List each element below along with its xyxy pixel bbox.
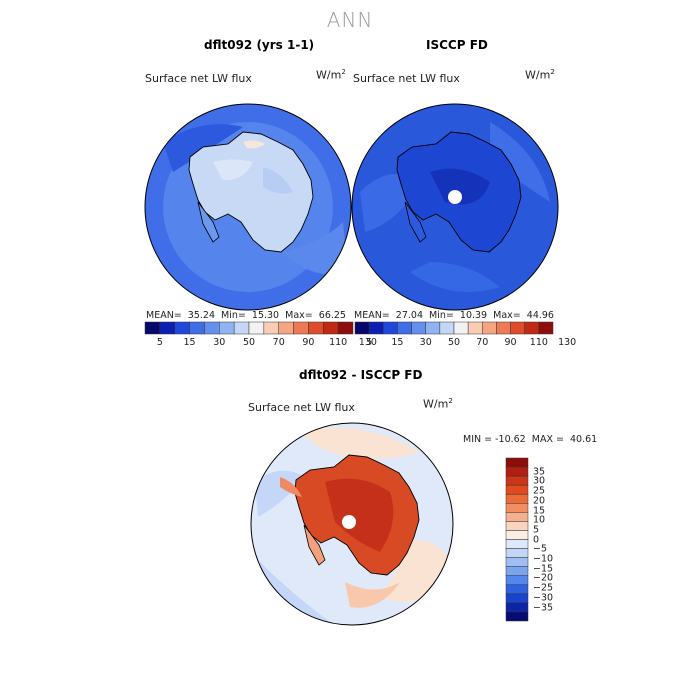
- colorbar-tick-label: 15: [183, 337, 196, 348]
- colorbar-bottom: [505, 457, 529, 622]
- colorbar-tick-label: 5: [156, 337, 163, 348]
- colorbar-swatch: [439, 321, 455, 335]
- colorbar-tick-label: 15: [391, 337, 404, 348]
- colorbar-swatch: [425, 321, 441, 335]
- colorbar-swatch: [219, 321, 235, 335]
- colorbar-top-left: [144, 321, 354, 335]
- colorbar-swatch: [505, 530, 529, 540]
- colorbar-tick-label: 25: [533, 485, 546, 497]
- colorbar-tick-label: 0: [533, 534, 540, 546]
- colorbar-tick-label: 20: [533, 495, 546, 507]
- colorbar-tick-label: 35: [533, 466, 546, 478]
- colorbar-swatch: [505, 602, 529, 613]
- colorbar-tick-label: 5: [366, 337, 373, 348]
- colorbar-swatch: [496, 321, 511, 335]
- panel-title-model: dflt092 (yrs 1-1): [204, 38, 315, 52]
- colorbar-swatch: [467, 321, 483, 335]
- colorbar-tick-label: 50: [242, 337, 256, 348]
- colorbar-tick-label: 30: [213, 337, 226, 348]
- colorbar-swatch: [278, 321, 294, 335]
- colorbar-swatch: [505, 566, 529, 576]
- colorbar-swatch: [505, 584, 529, 595]
- colorbar-tick-label: −5: [533, 543, 548, 555]
- panel-title-diff: dflt092 - ISCCP FD: [299, 368, 423, 382]
- colorbar-tick-label: 5: [533, 524, 540, 536]
- colorbar-swatch: [174, 321, 190, 335]
- colorbar-swatch: [505, 475, 529, 486]
- colorbar-swatch: [411, 321, 426, 335]
- field-label-diff: Surface net LW flux: [248, 401, 355, 414]
- colorbar-tick-label: 130: [558, 337, 577, 348]
- colorbar-swatch: [204, 321, 220, 335]
- map-obs: [351, 103, 559, 311]
- colorbar-swatch: [397, 321, 412, 335]
- colorbar-swatch: [505, 512, 529, 522]
- colorbar-tick-label: 70: [272, 337, 285, 348]
- colorbar-bottom-ticks: 35 30 25 20 15 10 5 0 −5 −10 −15 −20 −25 −30 −35: [533, 458, 573, 621]
- colorbar-swatch: [505, 503, 529, 513]
- colorbar-swatch: [510, 321, 525, 335]
- colorbar-tick-label: −10: [533, 553, 554, 565]
- colorbar-swatch: [337, 321, 354, 335]
- panel-title-obs: ISCCP FD: [426, 38, 488, 52]
- colorbar-swatch: [505, 521, 529, 531]
- field-label-model: Surface net LW flux: [145, 72, 252, 85]
- units-diff: W/m2: [423, 397, 453, 411]
- colorbar-tick-label: 110: [529, 337, 548, 348]
- colorbar-swatch: [453, 321, 469, 335]
- stats-model: MEAN= 35.24 Min= 15.30 Max= 66.25: [146, 310, 346, 321]
- colorbar-swatch: [505, 548, 529, 558]
- colorbar-tick-label: −30: [533, 592, 554, 604]
- colorbar-swatch: [505, 484, 529, 495]
- colorbar-swatch: [505, 539, 529, 549]
- colorbar-swatch: [383, 321, 398, 335]
- colorbar-swatch: [308, 321, 324, 335]
- colorbar-swatch: [505, 575, 529, 586]
- colorbar-swatch: [482, 321, 497, 335]
- colorbar-swatch: [293, 321, 309, 335]
- colorbar-tick-label: 50: [447, 337, 461, 348]
- colorbar-swatch: [354, 321, 370, 335]
- colorbar-tick-label: 130: [358, 337, 377, 348]
- units-obs: W/m2: [525, 68, 555, 82]
- colorbar-tick-label: 110: [329, 337, 348, 348]
- colorbar-swatch: [505, 557, 529, 567]
- colorbar-top-right: [354, 321, 554, 335]
- colorbar-tick-label: 30: [419, 337, 432, 348]
- colorbar-swatch: [368, 321, 384, 335]
- colorbar-swatch: [159, 321, 175, 335]
- map-model: [144, 103, 352, 311]
- colorbar-tick-label: 10: [533, 514, 546, 526]
- colorbar-top-left-ticks: 5 15 30 50 70 90 110 130: [145, 337, 377, 351]
- colorbar-swatch: [505, 493, 529, 504]
- colorbar-tick-label: 90: [504, 337, 517, 348]
- colorbar-swatch: [263, 321, 279, 335]
- colorbar-tick-label: 30: [533, 475, 546, 487]
- map-diff: [250, 422, 454, 626]
- colorbar-tick-label: 15: [533, 505, 546, 516]
- colorbar-swatch: [144, 321, 161, 335]
- colorbar-swatch: [505, 593, 529, 604]
- colorbar-tick-label: −25: [533, 582, 554, 594]
- colorbar-tick-label: −35: [533, 602, 554, 614]
- colorbar-tick-label: −15: [533, 563, 554, 575]
- colorbar-tick-label: 70: [476, 337, 489, 348]
- colorbar-swatch: [233, 321, 250, 335]
- units-model: W/m2: [316, 68, 346, 82]
- colorbar-tick-label: 90: [302, 337, 315, 348]
- page-title: ANN: [326, 8, 374, 32]
- colorbar-swatch: [505, 466, 529, 477]
- colorbar-swatch: [505, 457, 529, 468]
- colorbar-top-right-ticks: 5 15 30 50 70 90 110 130: [355, 337, 576, 351]
- stats-diff: MIN = -10.62 MAX = 40.61: [463, 434, 598, 445]
- colorbar-swatch: [323, 321, 339, 335]
- colorbar-swatch: [524, 321, 540, 335]
- stats-obs: MEAN= 27.04 Min= 10.39 Max= 44.96: [354, 310, 554, 321]
- colorbar-swatch: [505, 611, 529, 622]
- colorbar-swatch: [189, 321, 205, 335]
- colorbar-swatch: [538, 321, 554, 335]
- colorbar-tick-label: −20: [533, 572, 554, 584]
- colorbar-swatch: [248, 321, 265, 335]
- field-label-obs: Surface net LW flux: [353, 72, 460, 85]
